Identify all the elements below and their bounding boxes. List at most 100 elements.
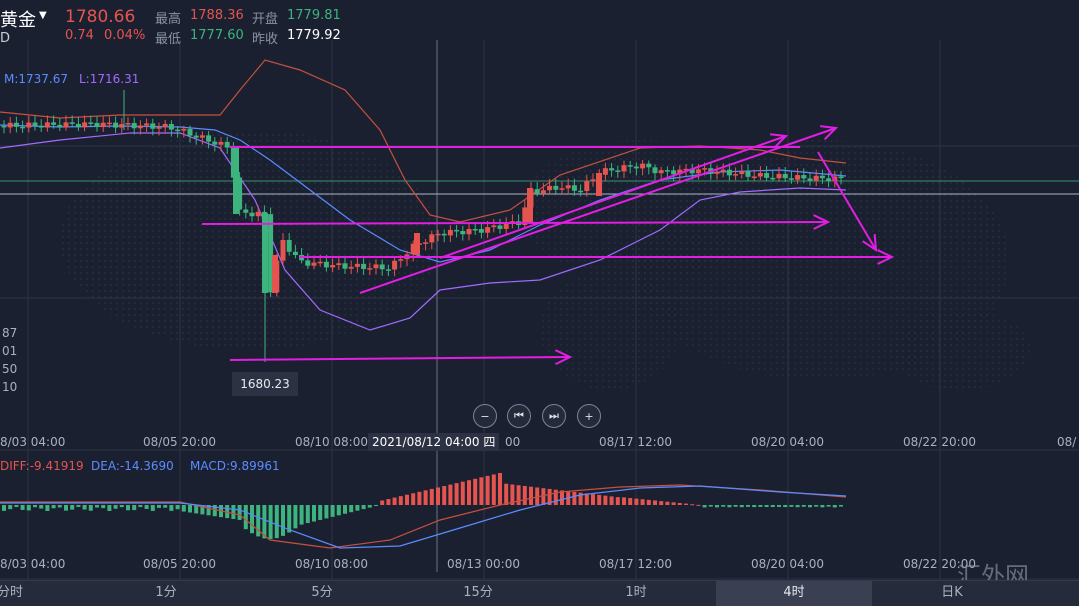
open-label: 开盘: [252, 12, 279, 27]
macd-bar: [832, 505, 837, 508]
tab-daily[interactable]: 日K: [941, 585, 963, 600]
prev-icon[interactable]: ⏮: [507, 404, 531, 428]
candle-body: [435, 233, 441, 236]
price-change-pct: 0.04%: [104, 28, 146, 43]
candle-body: [414, 233, 420, 255]
candle-body: [658, 170, 664, 174]
candle-body: [695, 169, 701, 174]
macd-bar: [287, 505, 292, 533]
candle-body: [94, 122, 100, 128]
macd-time-label: 08/05 20:00: [143, 557, 216, 571]
candle-body: [429, 234, 435, 243]
macd-bar: [330, 505, 335, 517]
candle-body: [745, 171, 751, 177]
boll-mid-readout: M:1737.67: [4, 72, 69, 86]
macd-bar: [250, 505, 254, 534]
macd-bar: [795, 505, 800, 508]
tab-timeshare[interactable]: 分时: [0, 585, 23, 600]
macd-bar: [113, 505, 118, 509]
macd-bar: [429, 488, 434, 505]
macd-bar: [367, 505, 372, 508]
macd-bar: [361, 505, 366, 510]
annotation-arrow: [201, 221, 829, 225]
macd-bar: [20, 505, 25, 510]
next-icon[interactable]: ⏭: [542, 404, 566, 428]
macd-bar: [454, 483, 459, 505]
candle-body: [410, 243, 416, 255]
candle-body: [547, 185, 553, 191]
candle-body: [602, 168, 608, 175]
macd-dif-readout: DIFF:-9.41919: [0, 459, 84, 473]
candle-body: [137, 125, 143, 129]
price-axis-label: 50: [2, 362, 18, 376]
candle-body: [243, 209, 249, 213]
candle-body: [454, 229, 460, 232]
boll-lower-line: [0, 132, 847, 331]
macd-bar: [640, 499, 645, 505]
candle-body: [249, 212, 255, 217]
candle-body: [51, 122, 57, 125]
macd-bar: [491, 474, 496, 505]
macd-bar: [231, 505, 236, 520]
tab-1hour[interactable]: 1时: [625, 585, 647, 600]
high-value: 1788.36: [190, 8, 244, 23]
candle-body: [720, 169, 726, 172]
macd-bar: [70, 505, 75, 510]
candle-body: [119, 124, 125, 128]
macd-bar: [126, 505, 130, 511]
candle-body: [181, 128, 187, 131]
candle-body: [193, 135, 199, 138]
candle-body: [317, 261, 323, 264]
tab-4hour[interactable]: 4时: [716, 581, 872, 606]
macd-bar: [312, 505, 316, 522]
tab-5min[interactable]: 5分: [311, 585, 333, 600]
macd-bar: [684, 503, 688, 505]
candle-body: [819, 175, 825, 179]
chevron-down-icon[interactable]: ▼: [39, 10, 47, 21]
candle-body: [69, 122, 75, 124]
current-price: 1780.66: [65, 7, 136, 27]
candle-body: [807, 178, 813, 181]
macd-bar: [783, 505, 788, 508]
prev-close-label: 昨收: [252, 32, 279, 47]
macd-bar: [175, 505, 180, 510]
tab-1min[interactable]: 1分: [155, 585, 177, 600]
macd-bar: [88, 505, 93, 511]
macd-bar: [150, 505, 155, 511]
macd-bar: [826, 505, 831, 507]
macd-bar: [169, 505, 174, 511]
zoom-in-button[interactable]: +: [577, 404, 601, 428]
candle-body: [527, 188, 533, 222]
macd-bar: [665, 501, 670, 505]
time-axis-label: 08/: [1057, 435, 1077, 449]
candle-body: [757, 173, 763, 177]
macd-bar: [299, 505, 304, 525]
candle-body: [233, 148, 239, 214]
tab-15min[interactable]: 15分: [463, 585, 493, 600]
zoom-out-button[interactable]: −: [473, 404, 497, 428]
candle-body: [168, 123, 174, 130]
macd-bar: [591, 494, 595, 505]
candle-body: [323, 261, 329, 268]
candle-body: [385, 269, 391, 271]
candle-body: [714, 171, 720, 174]
candle-body: [280, 239, 286, 261]
macd-bar: [132, 505, 137, 511]
macd-bar: [374, 505, 378, 506]
price-change: 0.74: [65, 28, 94, 43]
macd-bar: [274, 505, 279, 539]
candle-body: [621, 165, 627, 172]
macd-bar: [107, 505, 112, 511]
candle-body: [627, 165, 633, 167]
macd-bar: [144, 505, 149, 509]
candle-body: [795, 175, 801, 180]
macd-bar: [95, 505, 99, 508]
macd-bar: [225, 505, 230, 519]
macd-bar: [498, 473, 502, 505]
macd-bar: [473, 478, 478, 505]
time-axis-label: 08/10 08:00: [295, 435, 368, 449]
macd-bar: [628, 498, 633, 505]
arrow-head-icon: [819, 125, 839, 141]
arrow-head-icon: [862, 233, 878, 252]
